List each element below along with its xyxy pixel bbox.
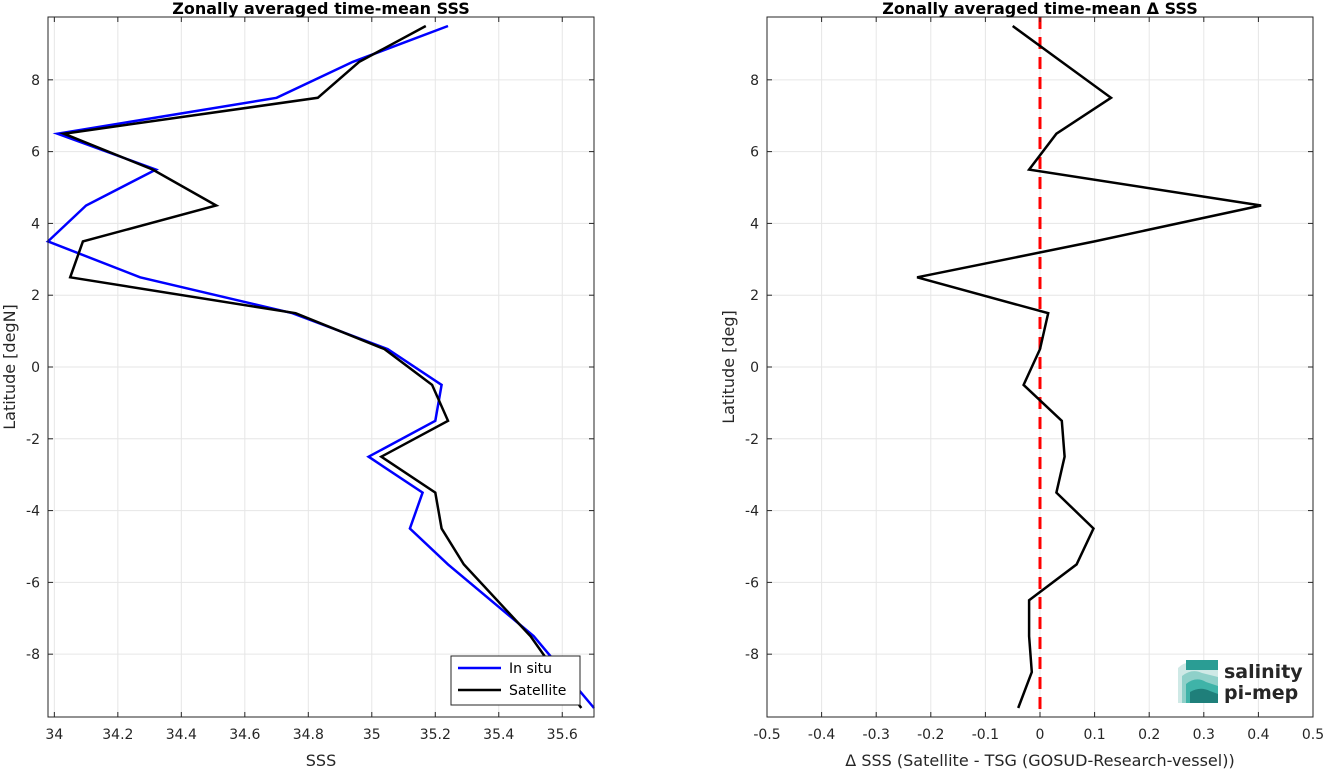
sss-grid	[48, 17, 594, 717]
y-tick-label: 0	[31, 360, 40, 376]
sss-y-axis-label: Latitude [degN]	[0, 304, 19, 430]
salinity-pi-mep-logo: salinity pi-mep	[1178, 660, 1303, 704]
x-tick-label: 34	[45, 727, 63, 743]
y-tick-label: 6	[31, 145, 40, 161]
y-tick-label: -8	[26, 647, 40, 663]
x-tick-label: -0.4	[808, 727, 835, 743]
sss-x-axis-label: SSS	[306, 751, 336, 769]
y-tick-label: -6	[745, 575, 759, 591]
logo-text-salinity: salinity	[1224, 661, 1303, 683]
x-tick-label: 0.3	[1193, 727, 1215, 743]
legend-label-satellite: Satellite	[509, 683, 566, 699]
sss-y-ticks: -8 -6 -4 -2 0 2 4 6 8	[26, 73, 594, 663]
legend-box	[450, 655, 581, 706]
sss-legend: In situ Satellite	[450, 655, 581, 706]
x-tick-label: -0.3	[863, 727, 890, 743]
y-tick-label: 0	[750, 360, 759, 376]
y-tick-label: 8	[750, 73, 759, 89]
series-line-satellite	[59, 24, 583, 709]
logo-text-pi-mep: pi-mep	[1224, 682, 1298, 704]
sss-x-ticks: 34 34.2 34.4 34.6 34.8 35 35.2 35.4 35.6	[45, 17, 578, 743]
y-tick-label: 4	[750, 216, 759, 232]
y-tick-label: -2	[745, 432, 759, 448]
logo-wave-icon	[1178, 660, 1218, 703]
x-tick-label: 35.4	[483, 727, 514, 743]
x-tick-label: 34.6	[229, 727, 260, 743]
delta-series-layer	[916, 24, 1262, 709]
x-tick-label: 0	[1036, 727, 1045, 743]
x-tick-label: 35.2	[420, 727, 451, 743]
x-tick-label: 0.4	[1247, 727, 1269, 743]
y-tick-label: -8	[745, 647, 759, 663]
x-tick-label: 0.2	[1138, 727, 1160, 743]
x-tick-label: -0.1	[972, 727, 999, 743]
delta-sss-profile-chart: -0.5 -0.4 -0.3 -0.2 -0.1 0 0.1 0.2 0.3 0.4 0.5 -8-…	[719, 0, 1324, 769]
x-tick-label: 34.8	[293, 727, 324, 743]
y-tick-label: 2	[750, 288, 759, 304]
y-tick-label: -2	[26, 432, 40, 448]
y-tick-label: -4	[745, 504, 759, 520]
delta-y-ticks: -8 -6 -4 -2 0 2 4 6 8	[745, 73, 1313, 663]
delta-chart-title: Zonally averaged time-mean Δ SSS	[882, 0, 1198, 18]
sss-series-layer	[45, 24, 595, 709]
delta-y-axis-label: Latitude [deg]	[719, 310, 738, 424]
x-tick-label: 35.6	[547, 727, 578, 743]
y-tick-label: 6	[750, 145, 759, 161]
y-tick-label: -4	[26, 504, 40, 520]
delta-x-ticks: -0.5 -0.4 -0.3 -0.2 -0.1 0 0.1 0.2 0.3 0.4 0.5	[753, 17, 1324, 743]
x-tick-label: 34.2	[102, 727, 133, 743]
delta-x-axis-label: Δ SSS (Satellite - TSG (GOSUD-Research-v…	[845, 751, 1234, 769]
x-tick-label: 34.4	[166, 727, 197, 743]
y-tick-label: 2	[31, 288, 40, 304]
sss-profile-chart: 34 34.2 34.4 34.6 34.8 35 35.2 35.4 35.6 -8-6-4-…	[0, 0, 595, 769]
delta-sss-series-line	[916, 24, 1262, 709]
x-tick-label: -0.5	[753, 727, 780, 743]
x-tick-label: 35	[363, 727, 381, 743]
x-tick-label: 0.1	[1083, 727, 1105, 743]
legend-label-in-situ: In situ	[509, 661, 552, 677]
y-tick-label: 8	[31, 73, 40, 89]
sss-chart-title: Zonally averaged time-mean SSS	[172, 0, 470, 18]
x-tick-label: -0.2	[917, 727, 944, 743]
x-tick-label: 0.5	[1302, 727, 1324, 743]
y-tick-label: -6	[26, 575, 40, 591]
y-tick-label: 4	[31, 216, 40, 232]
